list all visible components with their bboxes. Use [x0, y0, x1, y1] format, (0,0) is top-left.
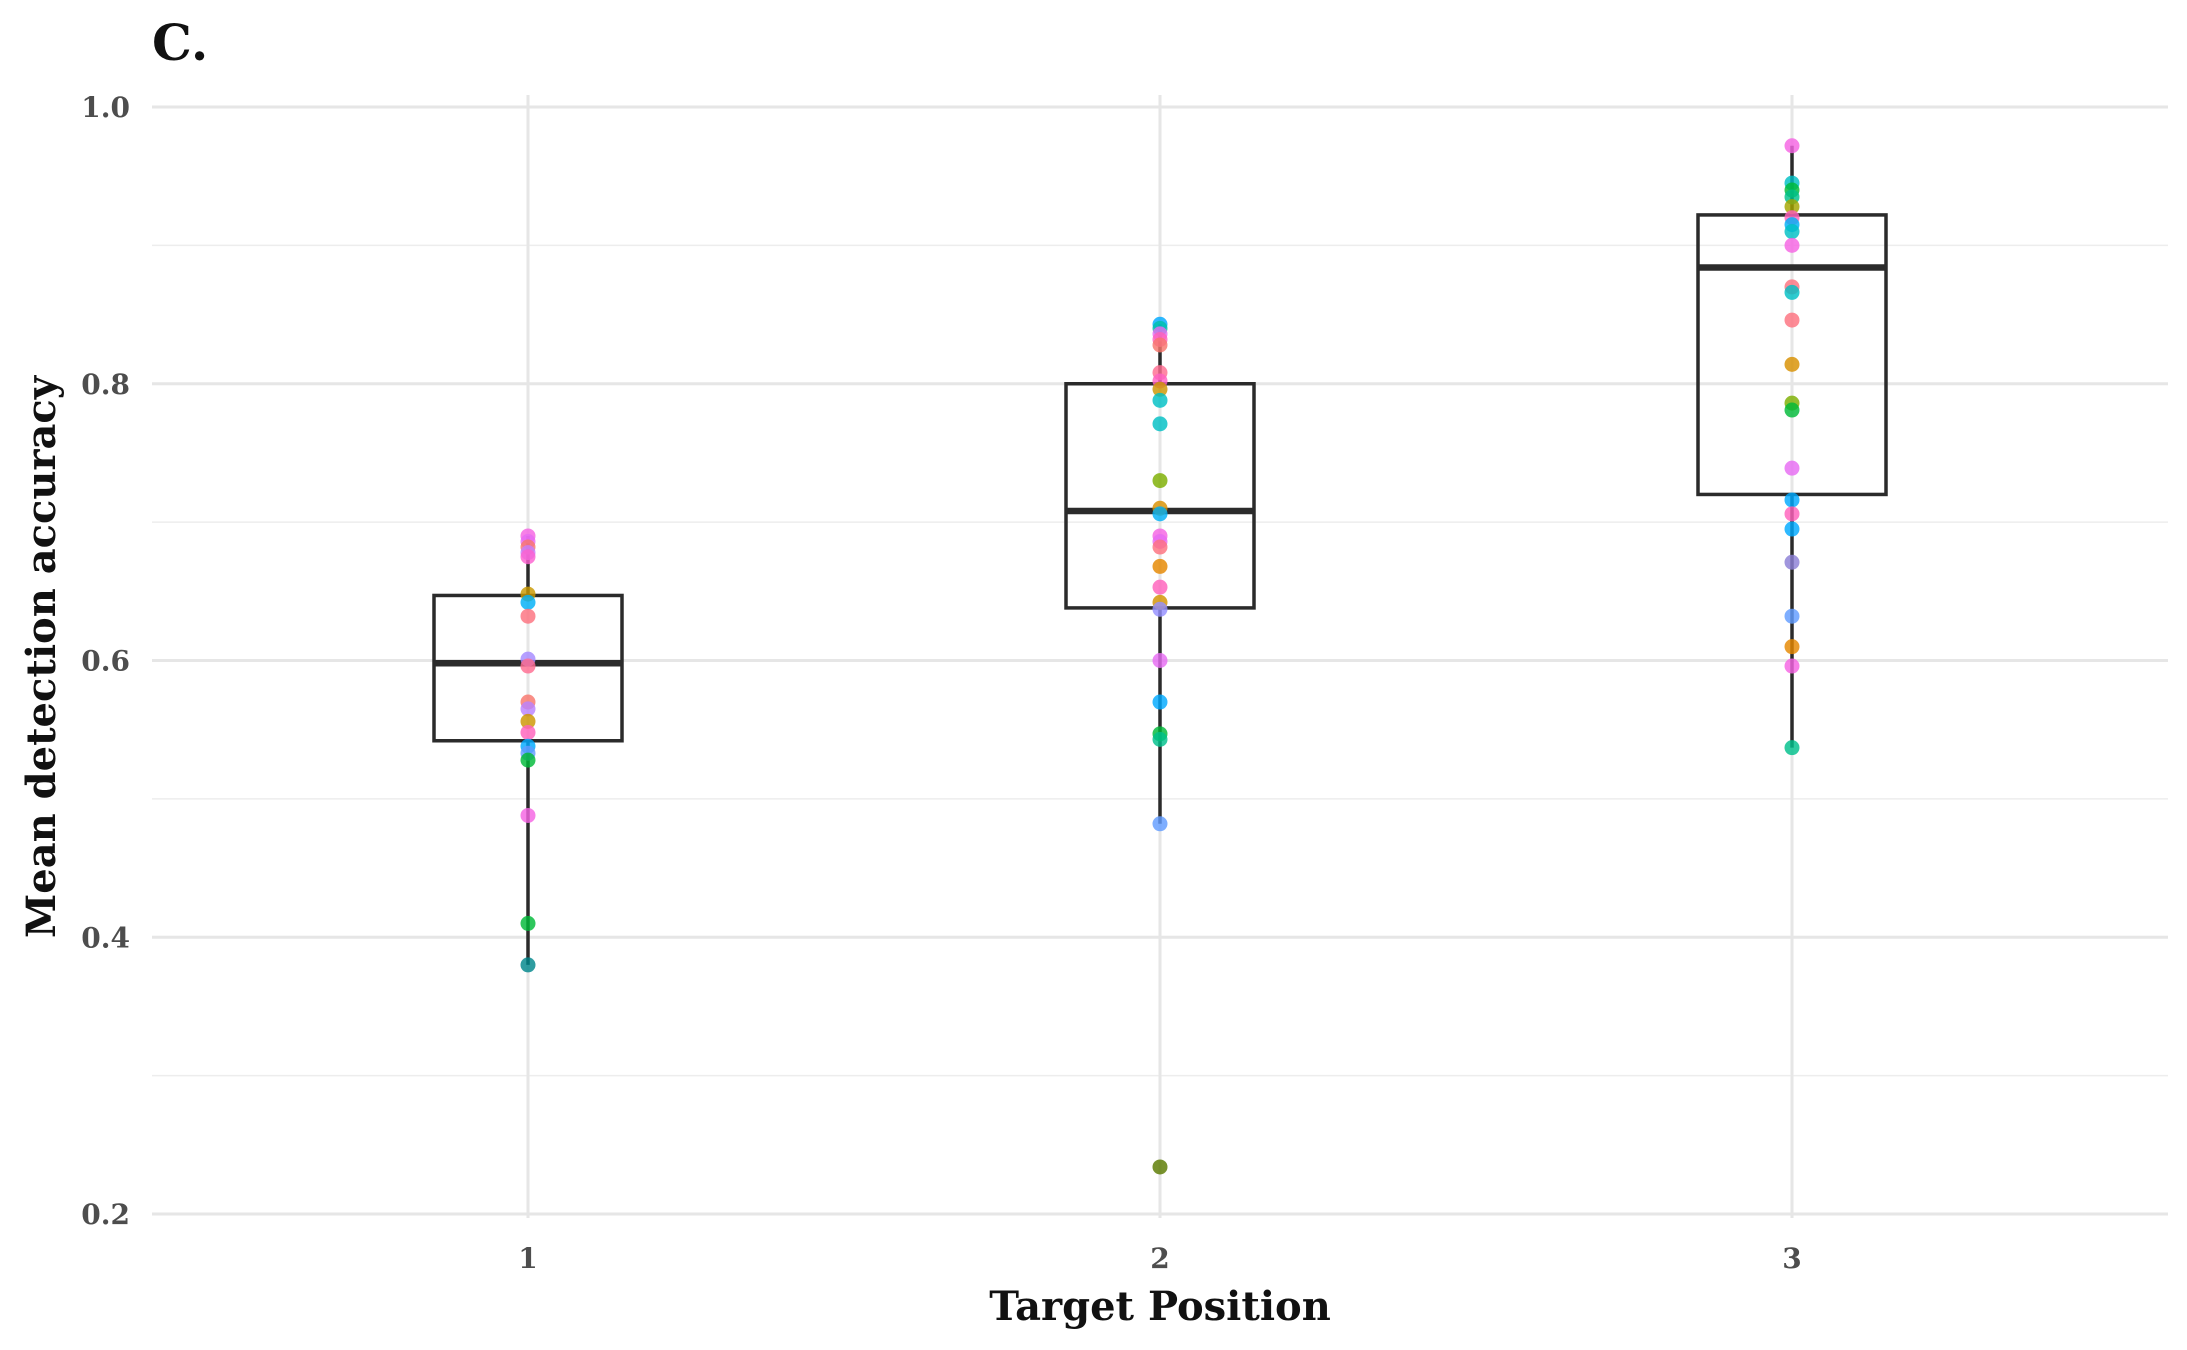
y-tick-label: 0.8	[81, 368, 130, 401]
data-point	[1784, 237, 1800, 253]
data-point	[520, 752, 536, 768]
data-point	[1784, 521, 1800, 537]
data-point	[520, 658, 536, 674]
data-point	[1784, 639, 1800, 655]
data-point	[520, 713, 536, 729]
data-point	[1152, 558, 1168, 574]
data-point	[1784, 356, 1800, 372]
data-point	[1784, 506, 1800, 522]
data-point	[1152, 539, 1168, 555]
y-tick-label: 0.4	[81, 921, 130, 954]
y-tick-label: 0.2	[81, 1198, 130, 1231]
panel-label: C.	[152, 13, 208, 72]
data-point	[1152, 1159, 1168, 1175]
data-point	[520, 915, 536, 931]
x-tick-label: 2	[1150, 1242, 1169, 1275]
data-point	[1152, 653, 1168, 668]
data-point	[1152, 392, 1168, 408]
data-point	[1784, 658, 1800, 674]
data-point	[520, 957, 536, 973]
x-tick-label: 3	[1782, 1242, 1801, 1275]
data-points	[520, 138, 1800, 1175]
y-axis-title: Mean detection accuracy	[18, 374, 65, 938]
data-point	[1784, 224, 1800, 240]
data-point	[1784, 608, 1800, 624]
data-point	[1152, 816, 1168, 832]
data-point	[1152, 473, 1168, 489]
data-point	[520, 549, 536, 565]
data-point	[520, 807, 536, 823]
data-point	[1152, 381, 1168, 397]
data-point	[1152, 731, 1168, 747]
data-point	[1152, 694, 1168, 710]
data-point	[1784, 740, 1800, 756]
data-point	[1784, 284, 1800, 300]
data-point	[1784, 402, 1800, 418]
data-point	[520, 701, 536, 717]
axis-ticks: 0.2 0.4 0.6 0.8 1.0 1 2 3	[81, 91, 1801, 1275]
x-axis-title: Target Position	[989, 1283, 1331, 1330]
data-point	[1152, 601, 1168, 617]
data-point	[1784, 199, 1800, 215]
data-point	[1784, 554, 1800, 570]
data-point	[1152, 416, 1168, 432]
data-point	[520, 724, 536, 740]
data-point	[1784, 492, 1800, 508]
y-tick-label: 0.6	[81, 645, 130, 678]
data-point	[1784, 312, 1800, 328]
data-point	[1784, 138, 1800, 154]
y-tick-label: 1.0	[81, 91, 130, 124]
data-point	[1152, 337, 1168, 353]
data-point	[1784, 460, 1800, 476]
x-tick-label: 1	[518, 1242, 537, 1275]
data-point	[1152, 506, 1168, 522]
data-point	[520, 594, 536, 610]
data-point	[520, 608, 536, 624]
data-point	[1152, 579, 1168, 595]
